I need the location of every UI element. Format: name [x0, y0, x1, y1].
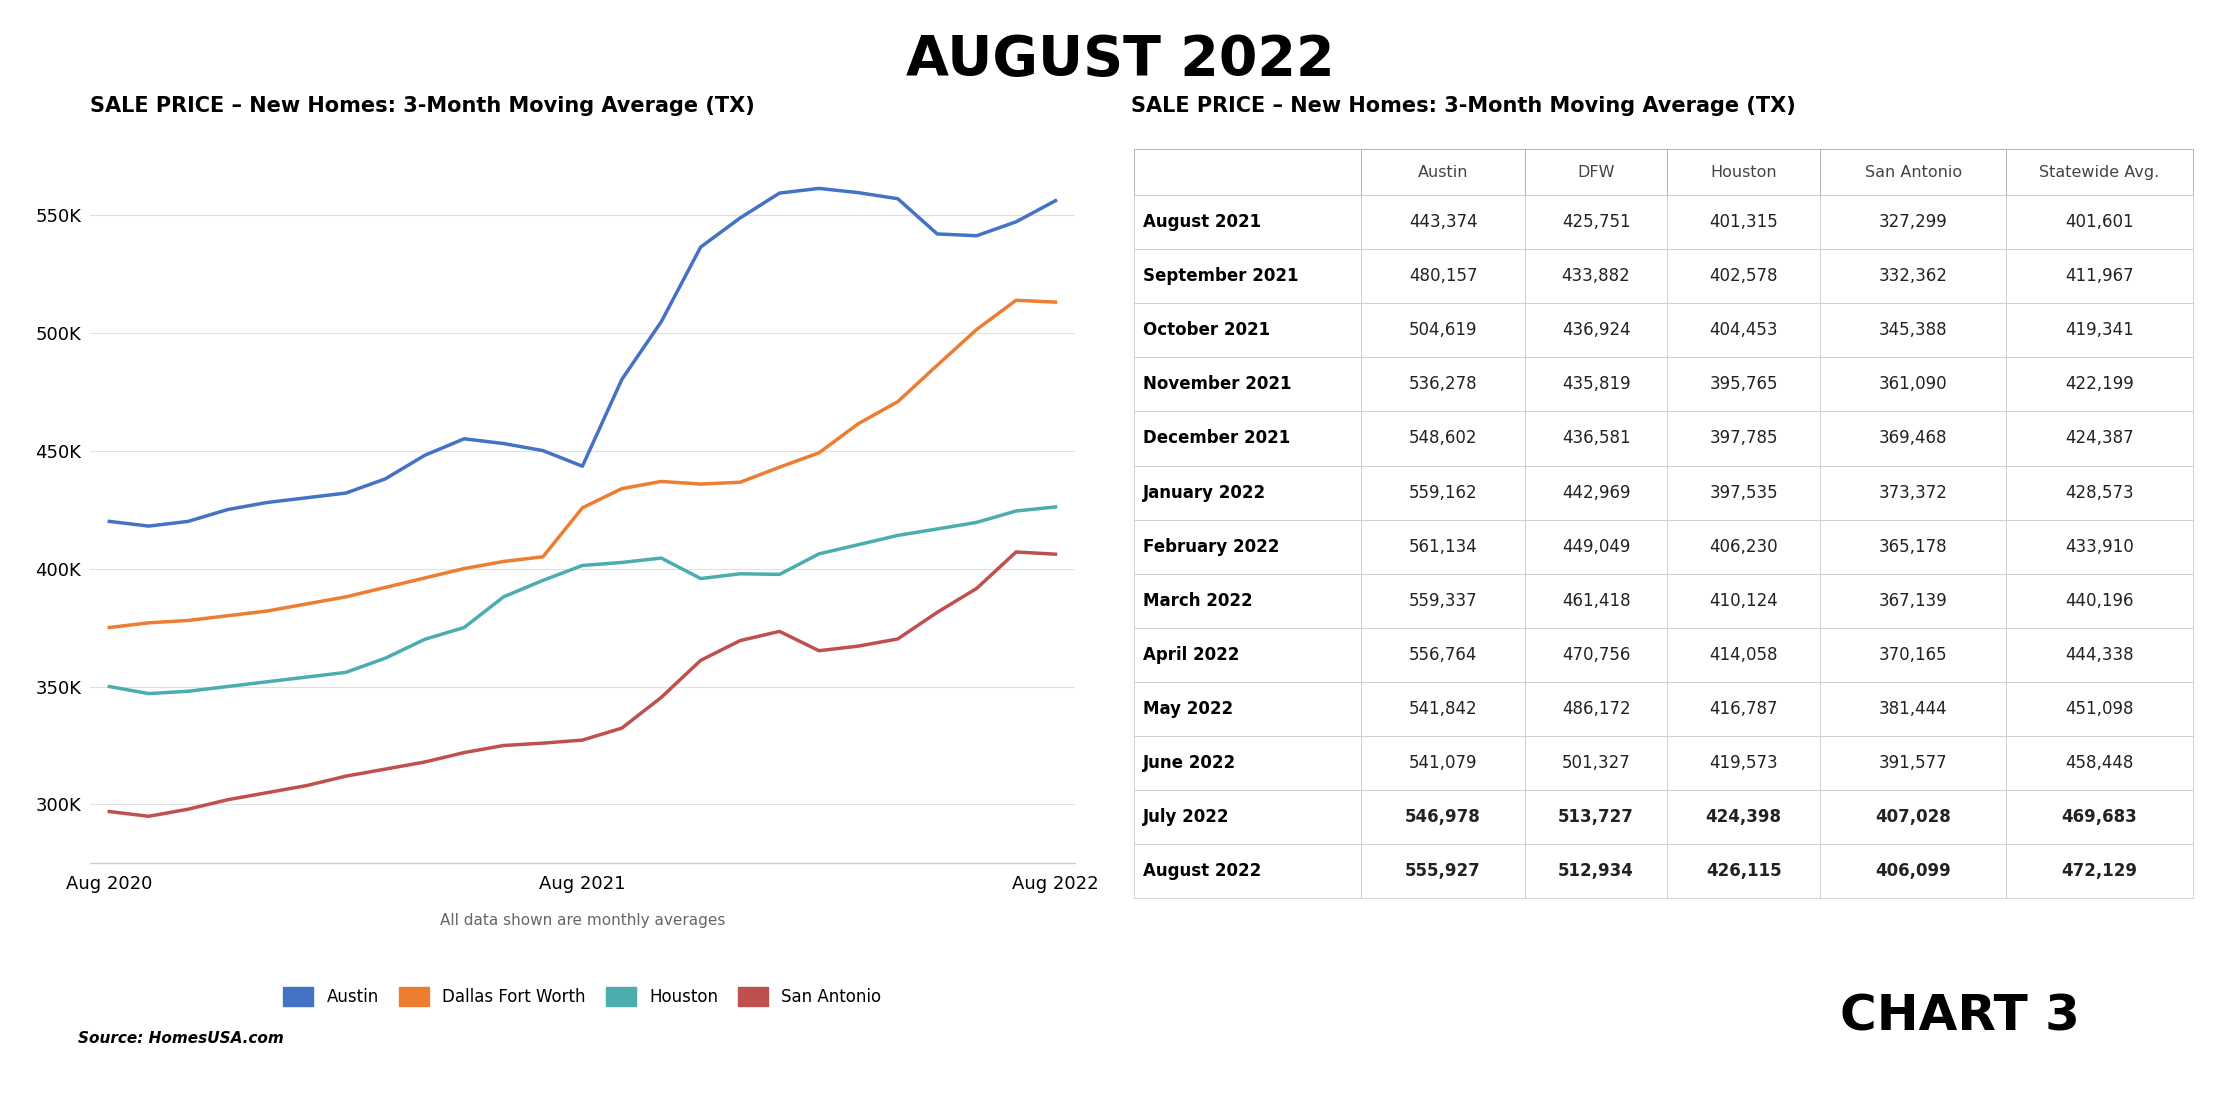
Legend: Austin, Dallas Fort Worth, Houston, San Antonio: Austin, Dallas Fort Worth, Houston, San … [282, 987, 883, 1006]
Text: All data shown are monthly averages: All data shown are monthly averages [439, 913, 726, 929]
Text: AUGUST 2022: AUGUST 2022 [905, 33, 1335, 87]
Text: SALE PRICE – New Homes: 3-Month Moving Average (TX): SALE PRICE – New Homes: 3-Month Moving A… [90, 96, 755, 116]
Text: SALE PRICE – New Homes: 3-Month Moving Average (TX): SALE PRICE – New Homes: 3-Month Moving A… [1131, 96, 1796, 116]
Text: CHART 3: CHART 3 [1839, 993, 2081, 1041]
Text: Source: HomesUSA.com: Source: HomesUSA.com [78, 1031, 284, 1046]
